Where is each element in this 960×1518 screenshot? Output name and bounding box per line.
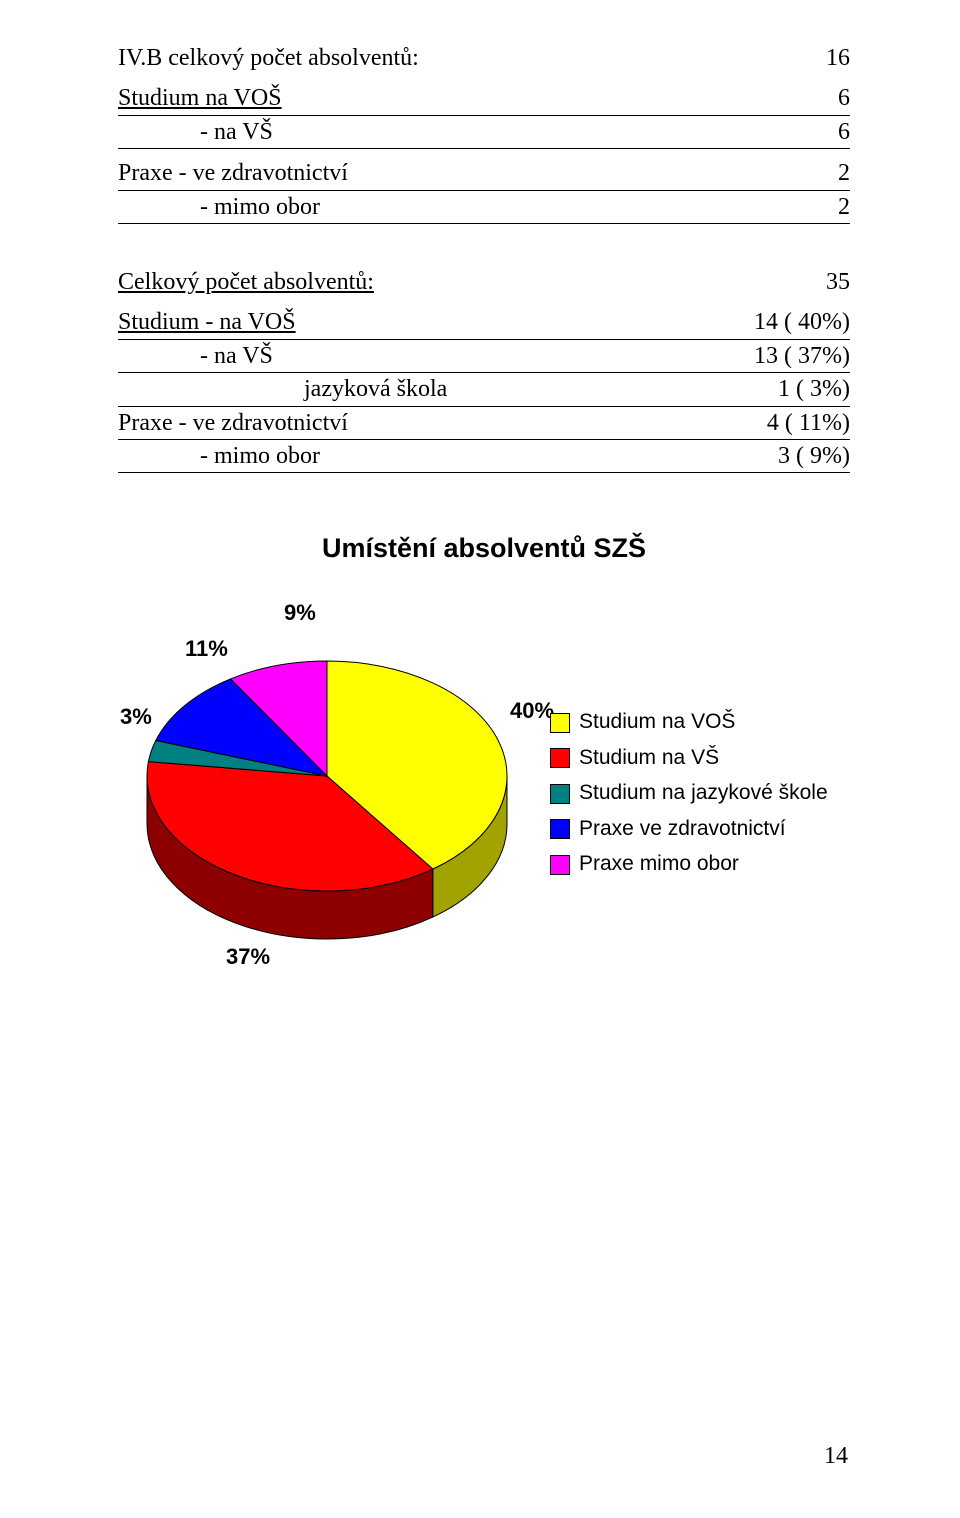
legend-label: Studium na jazykové škole bbox=[579, 777, 828, 810]
total-vos-label: Studium - na VOŠ bbox=[118, 306, 296, 338]
legend-item-vos: Studium na VOŠ bbox=[550, 706, 828, 739]
total-vos-value: 14 ( 40%) bbox=[730, 306, 850, 338]
legend-swatch-icon bbox=[550, 784, 570, 804]
page: IV.B celkový počet absolventů: 16 Studiu… bbox=[0, 0, 960, 1518]
pct-label-mimo: 9% bbox=[284, 600, 316, 626]
total-praxe-mimo-row: - mimo obor 3 ( 9%) bbox=[118, 440, 850, 473]
ivb-praxe-mimo-value: 2 bbox=[730, 191, 850, 223]
ivb-vos-row: Studium na VOŠ 6 bbox=[118, 82, 850, 115]
legend-label: Praxe ve zdravotnictví bbox=[579, 813, 786, 846]
pct-label-jaz: 3% bbox=[120, 704, 152, 730]
ivb-vos-label: Studium na VOŠ bbox=[118, 82, 282, 114]
ivb-vos-value: 6 bbox=[730, 82, 850, 114]
ivb-praxe-zdrav-label: Praxe - ve zdravotnictví bbox=[118, 157, 348, 189]
page-number: 14 bbox=[824, 1443, 848, 1470]
pct-label-vos: 40% bbox=[510, 698, 554, 724]
legend-swatch-icon bbox=[550, 855, 570, 875]
chart-title: Umístění absolventů SZŠ bbox=[118, 533, 850, 564]
total-praxe-zdrav-value: 4 ( 11%) bbox=[730, 407, 850, 439]
ivb-heading-value: 16 bbox=[730, 42, 850, 74]
legend-swatch-icon bbox=[550, 748, 570, 768]
legend-item-mimo: Praxe mimo obor bbox=[550, 848, 828, 881]
ivb-praxe-zdrav-value: 2 bbox=[730, 157, 850, 189]
pie-chart: 40% 37% 3% 11% 9% Studium na VOŠStudium na V… bbox=[112, 586, 832, 1016]
ivb-heading-label: IV.B celkový počet absolventů: bbox=[118, 42, 419, 74]
total-vs-row: - na VŠ 13 ( 37%) bbox=[118, 340, 850, 373]
chart-legend: Studium na VOŠStudium na VŠStudium na ja… bbox=[550, 706, 828, 884]
ivb-vs-label: - na VŠ bbox=[200, 116, 273, 148]
total-jaz-row: jazyková škola 1 ( 3%) bbox=[118, 373, 850, 406]
pie-svg bbox=[112, 586, 542, 986]
total-praxe-zdrav-row: Praxe - ve zdravotnictví 4 ( 11%) bbox=[118, 407, 850, 440]
total-praxe-mimo-value: 3 ( 9%) bbox=[730, 440, 850, 472]
pct-label-vs: 37% bbox=[226, 944, 270, 970]
ivb-praxe-zdrav-row: Praxe - ve zdravotnictví 2 bbox=[118, 157, 850, 190]
total-heading-value: 35 bbox=[730, 266, 850, 298]
total-heading-row: Celkový počet absolventů: 35 bbox=[118, 266, 850, 298]
total-praxe-zdrav-label: Praxe - ve zdravotnictví bbox=[118, 407, 348, 439]
total-vs-value: 13 ( 37%) bbox=[730, 340, 850, 372]
total-jaz-value: 1 ( 3%) bbox=[730, 373, 850, 405]
legend-swatch-icon bbox=[550, 819, 570, 839]
total-vos-row: Studium - na VOŠ 14 ( 40%) bbox=[118, 306, 850, 339]
total-jaz-label: jazyková škola bbox=[304, 373, 447, 405]
legend-swatch-icon bbox=[550, 713, 570, 733]
legend-label: Studium na VŠ bbox=[579, 742, 719, 775]
total-praxe-mimo-label: - mimo obor bbox=[200, 440, 320, 472]
ivb-vs-row: - na VŠ 6 bbox=[118, 116, 850, 149]
legend-label: Studium na VOŠ bbox=[579, 706, 735, 739]
ivb-vs-value: 6 bbox=[730, 116, 850, 148]
legend-item-zdrav: Praxe ve zdravotnictví bbox=[550, 813, 828, 846]
legend-item-vs: Studium na VŠ bbox=[550, 742, 828, 775]
legend-item-jaz: Studium na jazykové škole bbox=[550, 777, 828, 810]
ivb-praxe-mimo-label: - mimo obor bbox=[200, 191, 320, 223]
legend-label: Praxe mimo obor bbox=[579, 848, 739, 881]
pct-label-zdrav: 11% bbox=[185, 636, 228, 662]
ivb-heading-row: IV.B celkový počet absolventů: 16 bbox=[118, 42, 850, 74]
ivb-praxe-mimo-row: - mimo obor 2 bbox=[118, 191, 850, 224]
total-heading-label: Celkový počet absolventů: bbox=[118, 266, 374, 298]
total-vs-label: - na VŠ bbox=[200, 340, 273, 372]
